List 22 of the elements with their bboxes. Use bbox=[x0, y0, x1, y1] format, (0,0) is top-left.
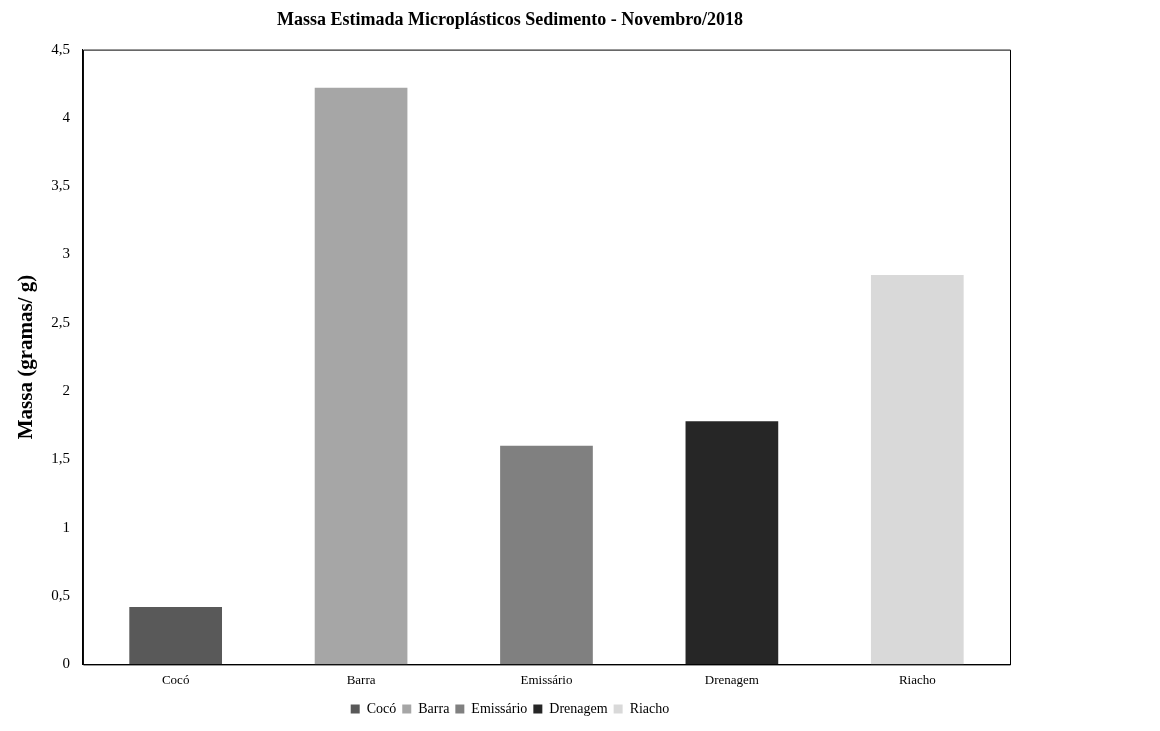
y-tick-label: 0 bbox=[62, 655, 70, 672]
y-tick-label: 4,5 bbox=[51, 40, 70, 57]
y-tick-label: 2 bbox=[62, 382, 70, 399]
chart-title: Massa Estimada Microplásticos Sedimento - Novembro/2018 bbox=[277, 9, 743, 30]
legend-label: Emissário bbox=[471, 700, 528, 716]
y-tick-label: 3,5 bbox=[51, 177, 70, 194]
y-tick-label: 1,5 bbox=[51, 450, 70, 467]
y-tick-label: 2,5 bbox=[51, 313, 70, 330]
y-tick-label: 0,5 bbox=[51, 587, 70, 604]
y-axis-title: Massa (gramas/ g) bbox=[13, 274, 38, 440]
x-tick-label: Cocó bbox=[161, 671, 190, 687]
legend-label: Drenagem bbox=[549, 700, 608, 716]
legend-label: Riacho bbox=[629, 700, 670, 716]
x-tick-label: Drenagem bbox=[704, 671, 759, 687]
x-tick-label: Emissário bbox=[520, 671, 573, 687]
y-tick-label: 3 bbox=[62, 245, 70, 262]
legend-label: Barra bbox=[418, 700, 451, 716]
x-tick-label: Barra bbox=[346, 671, 376, 687]
y-tick-label: 4 bbox=[62, 108, 71, 125]
x-tick-label: Riacho bbox=[898, 671, 936, 687]
legend-label: Cocó bbox=[366, 700, 397, 716]
y-tick-label: 1 bbox=[62, 518, 70, 535]
